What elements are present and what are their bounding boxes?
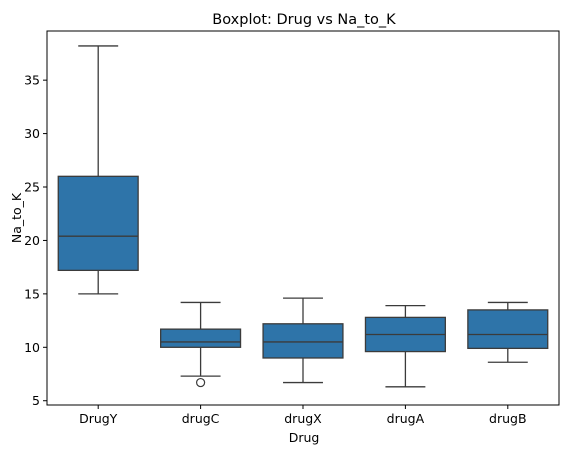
x-tick-label: drugB <box>489 411 527 426</box>
box-drugA <box>364 304 446 388</box>
x-tick-label: drugX <box>284 411 322 426</box>
iqr-box <box>160 328 242 348</box>
x-tick-label: drugC <box>182 411 220 426</box>
y-axis-label: Na_to_K <box>9 192 24 243</box>
y-tick-label: 20 <box>24 233 40 248</box>
y-tick-label: 25 <box>24 180 40 195</box>
y-tick-label: 5 <box>32 393 40 408</box>
y-tick-label: 35 <box>24 73 40 88</box>
y-tick-label: 15 <box>24 286 40 301</box>
chart-title: Boxplot: Drug vs Na_to_K <box>212 12 396 28</box>
y-axis: 5 10 15 20 25 30 35 <box>24 73 47 408</box>
y-tick-label: 30 <box>24 126 40 141</box>
outlier-point <box>196 377 206 388</box>
x-axis: DrugY drugC drugX drugA drugB <box>79 405 527 426</box>
iqr-box <box>467 309 549 350</box>
iqr-box <box>262 323 344 359</box>
box-DrugY <box>57 45 139 295</box>
x-axis-label: Drug <box>289 430 320 445</box>
x-tick-label: drugA <box>387 411 425 426</box>
x-tick-label: DrugY <box>79 411 118 426</box>
y-tick-label: 10 <box>24 340 40 355</box>
box-drugX <box>262 297 344 384</box>
box-drugC <box>160 301 242 388</box>
iqr-box <box>57 175 139 272</box>
box-drugB <box>467 301 549 363</box>
plot-area <box>57 45 549 388</box>
